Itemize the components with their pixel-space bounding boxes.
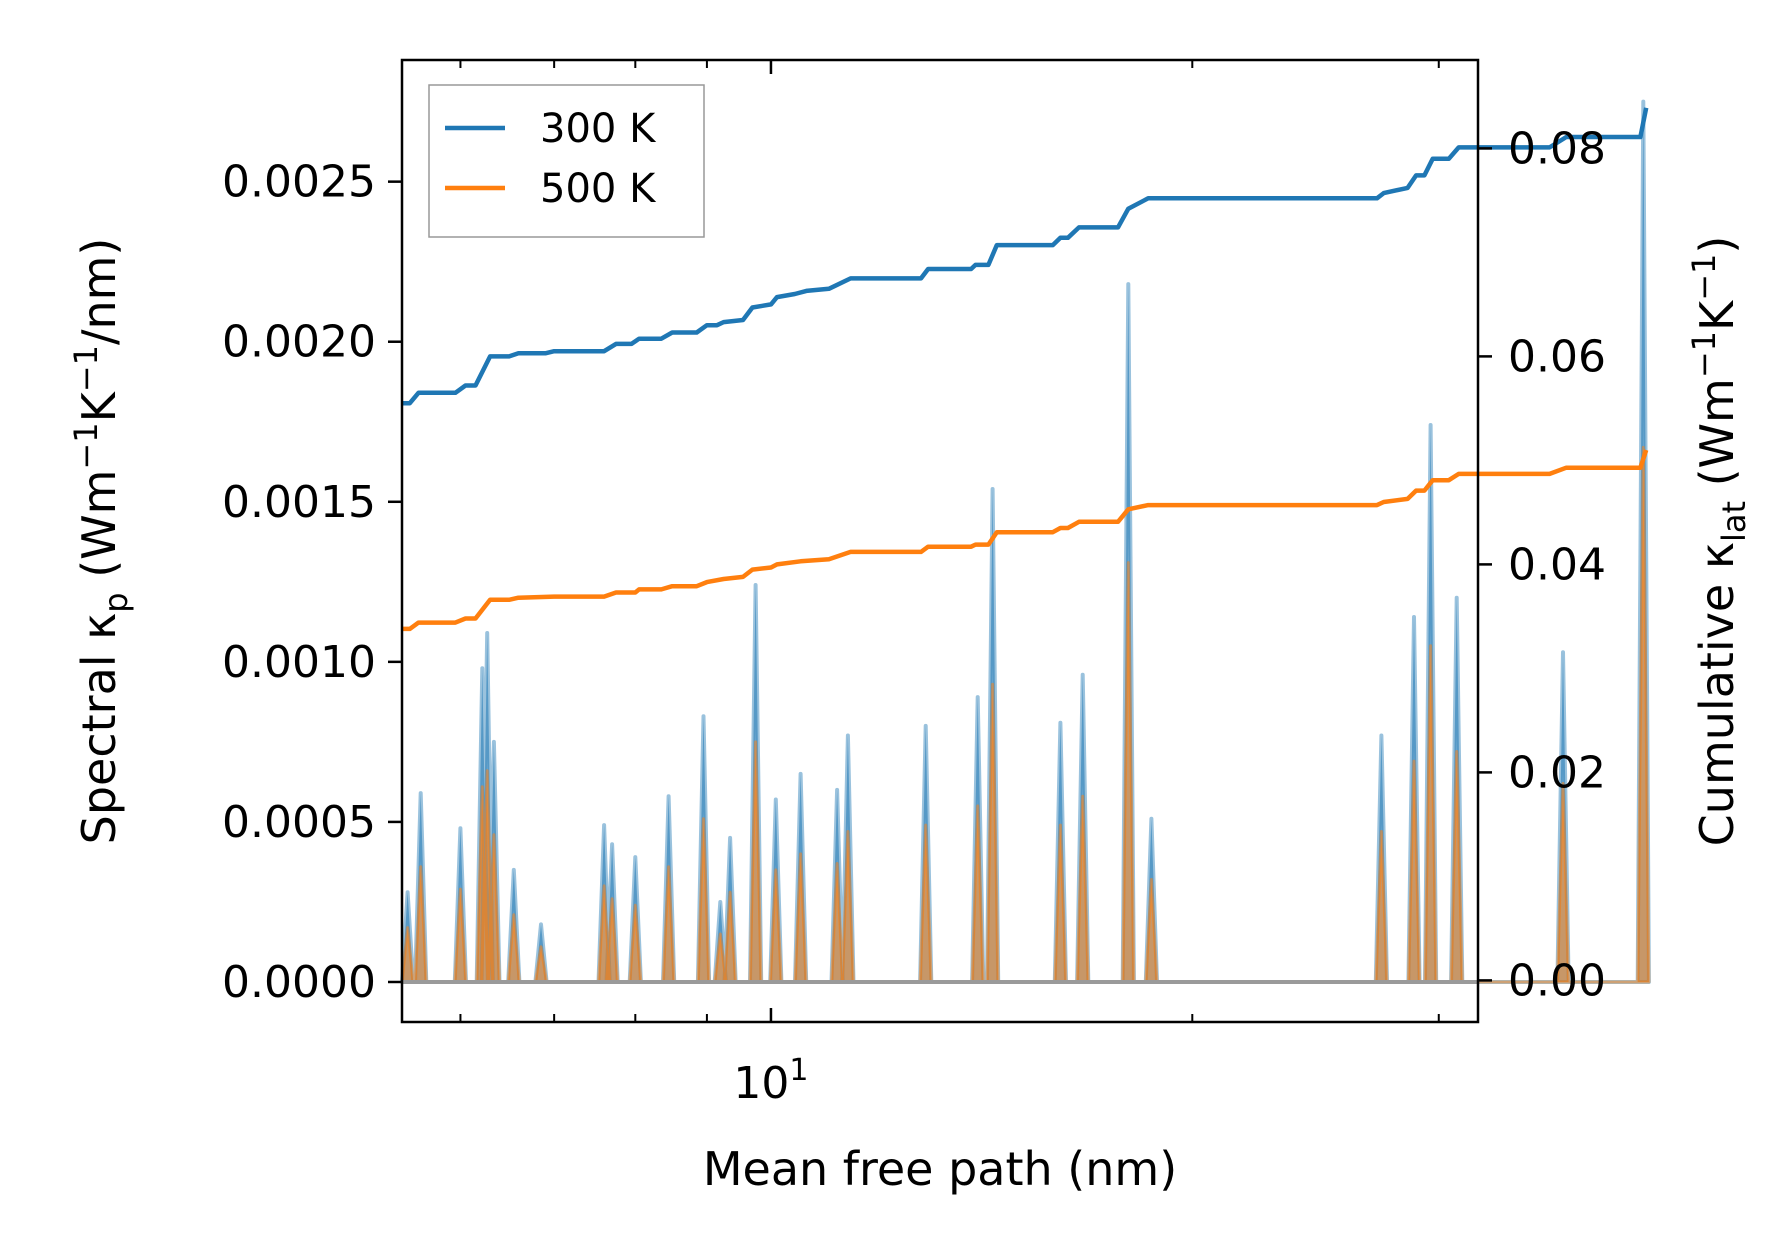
y-left-tick-label: 0.0025 bbox=[222, 157, 376, 208]
x-axis-title: Mean free path (nm) bbox=[703, 1142, 1177, 1196]
y-left-tail: /nm) bbox=[72, 238, 126, 345]
y-left-tick-label: 0.0020 bbox=[222, 317, 376, 368]
cumulative-lines-layer bbox=[402, 107, 1649, 632]
y-left-unit-open: (Wm bbox=[72, 470, 126, 593]
y-left-tick-label: 0.0005 bbox=[222, 797, 376, 848]
y-right-tail: ) bbox=[1690, 236, 1744, 254]
y-right-unit-open: (Wm bbox=[1690, 378, 1744, 501]
legend-label-500K: 500 K bbox=[540, 166, 657, 212]
y-left-mid: K bbox=[72, 390, 126, 422]
plot-frame bbox=[400, 58, 1480, 1024]
y-right-tick-label: 0.04 bbox=[1508, 539, 1606, 590]
cumulative-300K-line bbox=[402, 107, 1649, 406]
y-left-tick-label: 0.0000 bbox=[222, 957, 376, 1008]
y-right-sup1: −1 bbox=[1685, 331, 1723, 378]
x-tick-base: 10 bbox=[733, 1058, 789, 1109]
y-right-tick-label: 0.00 bbox=[1508, 955, 1606, 1006]
cumulative-500K-line bbox=[402, 449, 1649, 632]
y-left-main: Spectral κ bbox=[72, 613, 126, 845]
y-right-main: Cumulative κ bbox=[1690, 542, 1744, 846]
y-left-sub: p bbox=[97, 592, 135, 612]
y-axis-title-right: Cumulative κlat (Wm−1K−1) bbox=[1685, 236, 1753, 847]
y-right-tick-label: 0.08 bbox=[1508, 123, 1606, 174]
spectral-fill-layer bbox=[400, 99, 1651, 984]
y-left-tick-label: 0.0010 bbox=[222, 637, 376, 688]
y-right-tick-label: 0.02 bbox=[1508, 747, 1606, 798]
ticks-layer: 0.0000 0.0005 0.0010 0.0015 0.0020 0.0025 0.00… bbox=[222, 60, 1606, 1022]
y-right-mid: K bbox=[1690, 299, 1744, 331]
y-right-tick-label: 0.06 bbox=[1508, 331, 1606, 382]
y-axis-title-left: Spectral κp (Wm−1K−1/nm) bbox=[67, 238, 135, 845]
legend-box bbox=[428, 84, 705, 238]
y-left-tick-label: 0.0015 bbox=[222, 477, 376, 528]
legend: 300 K 500 K bbox=[428, 84, 705, 238]
axes-layer bbox=[400, 58, 1480, 1024]
y-right-sup2: −1 bbox=[1685, 254, 1723, 301]
y-left-sup2: −1 bbox=[67, 345, 105, 392]
y-right-sub: lat bbox=[1715, 501, 1753, 542]
x-tick-exponent: 1 bbox=[789, 1053, 808, 1088]
x-tick-label-10: 101 bbox=[733, 1053, 808, 1109]
y-left-sup1: −1 bbox=[67, 422, 105, 469]
legend-label-300K: 300 K bbox=[540, 106, 657, 152]
